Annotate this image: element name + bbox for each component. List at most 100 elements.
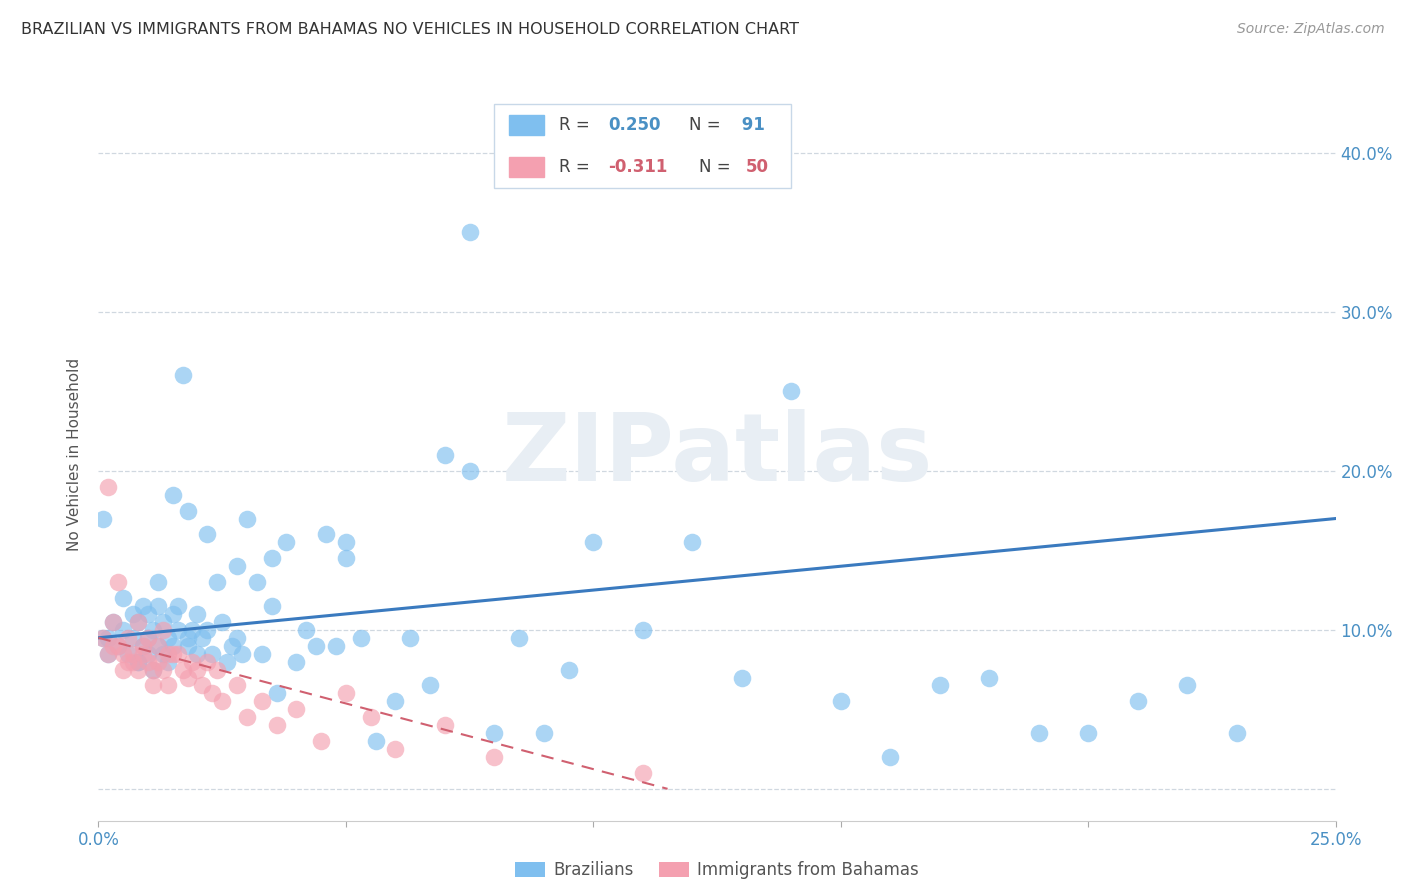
Point xyxy=(136,655,159,669)
Point xyxy=(146,639,169,653)
Point xyxy=(112,647,135,661)
Point xyxy=(458,225,481,239)
Text: ZIPatlas: ZIPatlas xyxy=(502,409,932,501)
Point xyxy=(250,647,273,661)
Point xyxy=(142,663,165,677)
Point xyxy=(384,742,406,756)
Point xyxy=(315,527,337,541)
Point xyxy=(156,631,179,645)
Point xyxy=(107,575,129,590)
Point xyxy=(276,535,298,549)
Point xyxy=(103,639,125,653)
Point xyxy=(122,631,145,645)
Point xyxy=(557,663,579,677)
Point xyxy=(103,615,125,629)
Point xyxy=(93,511,115,525)
Point xyxy=(731,671,754,685)
Point xyxy=(433,448,456,462)
Point xyxy=(112,623,135,637)
Point xyxy=(433,718,456,732)
Point xyxy=(107,639,129,653)
Point xyxy=(1226,726,1249,740)
Point xyxy=(399,631,422,645)
Point xyxy=(132,647,155,661)
Point xyxy=(205,663,228,677)
Point xyxy=(309,734,332,748)
Point xyxy=(226,678,249,692)
Point xyxy=(631,623,654,637)
Point xyxy=(201,686,224,700)
Point xyxy=(112,591,135,605)
Point xyxy=(285,655,308,669)
Point xyxy=(211,615,233,629)
Text: N =: N = xyxy=(689,116,725,134)
Point xyxy=(205,575,228,590)
Point xyxy=(162,488,184,502)
Point xyxy=(325,639,347,653)
Point xyxy=(142,678,165,692)
Point xyxy=(236,511,259,525)
Point xyxy=(928,678,950,692)
Text: BRAZILIAN VS IMMIGRANTS FROM BAHAMAS NO VEHICLES IN HOUSEHOLD CORRELATION CHART: BRAZILIAN VS IMMIGRANTS FROM BAHAMAS NO … xyxy=(21,22,799,37)
Point xyxy=(533,726,555,740)
Point xyxy=(631,766,654,780)
FancyBboxPatch shape xyxy=(495,103,792,188)
Text: 50: 50 xyxy=(745,158,769,176)
Point xyxy=(295,623,318,637)
Bar xyxy=(509,157,544,178)
Point xyxy=(97,631,120,645)
Point xyxy=(93,631,115,645)
Point xyxy=(97,647,120,661)
Point xyxy=(1077,726,1099,740)
Point xyxy=(152,663,174,677)
Point xyxy=(166,623,188,637)
Point xyxy=(285,702,308,716)
Point xyxy=(260,599,283,613)
Point xyxy=(195,655,218,669)
Point xyxy=(117,655,139,669)
Bar xyxy=(509,114,544,135)
Point xyxy=(117,647,139,661)
Point xyxy=(176,503,198,517)
Point xyxy=(186,663,208,677)
Point xyxy=(681,535,703,549)
Text: N =: N = xyxy=(699,158,735,176)
Point xyxy=(103,615,125,629)
Point xyxy=(136,607,159,621)
Point xyxy=(122,607,145,621)
Point xyxy=(117,631,139,645)
Point xyxy=(93,631,115,645)
Point xyxy=(191,631,214,645)
Point xyxy=(582,535,605,549)
Point xyxy=(458,464,481,478)
Point xyxy=(181,623,204,637)
Point xyxy=(152,647,174,661)
Point xyxy=(1126,694,1149,708)
Point xyxy=(142,663,165,677)
Point xyxy=(384,694,406,708)
Point xyxy=(186,607,208,621)
Point xyxy=(112,663,135,677)
Point xyxy=(979,671,1001,685)
Point xyxy=(191,678,214,692)
Text: R =: R = xyxy=(558,158,595,176)
Point xyxy=(162,607,184,621)
Point xyxy=(162,647,184,661)
Point xyxy=(419,678,441,692)
Point xyxy=(335,535,357,549)
Point xyxy=(132,599,155,613)
Point xyxy=(484,750,506,764)
Point xyxy=(146,655,169,669)
Point xyxy=(156,678,179,692)
Point xyxy=(250,694,273,708)
Point xyxy=(122,655,145,669)
Text: -0.311: -0.311 xyxy=(609,158,668,176)
Point xyxy=(360,710,382,724)
Point xyxy=(780,384,803,399)
Point xyxy=(97,480,120,494)
Point xyxy=(156,655,179,669)
Point xyxy=(201,647,224,661)
Point xyxy=(266,718,288,732)
Point xyxy=(335,551,357,566)
Text: Source: ZipAtlas.com: Source: ZipAtlas.com xyxy=(1237,22,1385,37)
